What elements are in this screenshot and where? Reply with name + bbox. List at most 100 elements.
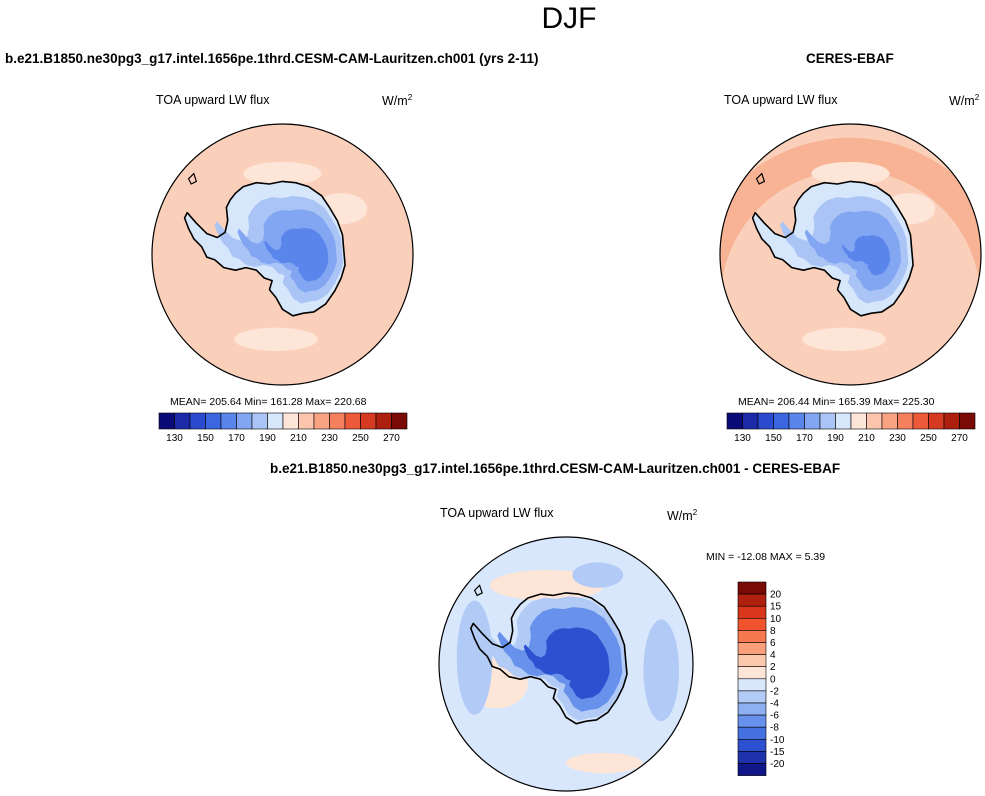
diff-colorbar-swatch	[737, 617, 767, 631]
model-colorbar-tick-label: 230	[321, 433, 338, 444]
diff-colorbar-tick-label: 10	[770, 614, 782, 625]
obs-colorbar-swatch	[897, 412, 914, 430]
model-ocean-band-north	[243, 161, 322, 186]
model-colorbar-swatch	[267, 412, 284, 430]
obs-colorbar-swatch	[742, 412, 759, 430]
diff-flux-level-3	[523, 627, 610, 700]
obs-colorbar-swatch	[912, 412, 929, 430]
model-colorbar-swatch	[329, 412, 346, 430]
diff-positive-south	[566, 752, 643, 774]
obs-stats: MEAN= 206.44 Min= 165.39 Max= 225.30	[738, 396, 935, 408]
diff-map-border	[438, 536, 694, 792]
model-antarctica-coastline	[183, 180, 346, 317]
diff-colorbar-swatch	[737, 581, 767, 595]
model-polar-map	[151, 123, 414, 386]
page-title: DJF	[541, 2, 597, 35]
model-colorbar-swatch	[298, 412, 315, 430]
diff-colorbar-tick-label: -8	[770, 723, 779, 734]
diff-colorbar-swatch	[737, 605, 767, 619]
diff-polar-map	[438, 536, 694, 792]
diff-negative-east	[643, 619, 680, 722]
obs-units: W/m2	[949, 93, 980, 109]
obs-ocean-band-south	[802, 327, 886, 352]
diff-map-fill	[439, 537, 693, 791]
model-colorbar-swatch	[174, 412, 191, 430]
diff-colorbar-swatch	[737, 702, 767, 716]
obs-case-title: CERES-EBAF	[806, 51, 894, 66]
obs-colorbar-tick-label: 190	[827, 433, 844, 444]
obs-colorbar-swatch	[788, 412, 805, 430]
obs-polar-map	[719, 123, 982, 386]
obs-antarctica-coastline	[751, 180, 914, 317]
obs-colorbar-swatch	[757, 412, 774, 430]
diff-colorbar-tick-label: -20	[770, 759, 785, 770]
obs-colorbar-tick-label: 250	[920, 433, 937, 444]
model-colorbar-swatch	[236, 412, 253, 430]
diff-colorbar-tick-label: 2	[770, 662, 776, 673]
model-colorbar-swatch	[360, 412, 377, 430]
diff-colorbar-tick-label: -4	[770, 699, 779, 710]
diff-colorbar-swatch	[737, 666, 767, 680]
diff-antarctica-coastline	[469, 592, 628, 725]
diff-colorbar-swatch	[737, 751, 767, 764]
model-case-title: b.e21.B1850.ne30pg3_g17.intel.1656pe.1th…	[5, 51, 539, 66]
obs-colorbar-swatch	[850, 412, 867, 430]
model-colorbar-tick-label: 190	[259, 433, 276, 444]
obs-colorbar-tick-label: 210	[858, 433, 875, 444]
obs-colorbar-swatch	[835, 412, 852, 430]
diff-colorbar-swatch	[737, 593, 767, 607]
model-colorbar-tick-label: 270	[383, 433, 400, 444]
diff-colorbar-swatch	[737, 678, 767, 692]
diff-colorbar-tick-label: 4	[770, 650, 776, 661]
diff-colorbar-tick-label: 15	[770, 602, 782, 613]
model-colorbar-swatch	[205, 412, 222, 430]
model-colorbar-swatch	[375, 412, 392, 430]
obs-colorbar-swatch	[881, 412, 898, 430]
model-colorbar-swatch	[313, 412, 330, 430]
model-colorbar-swatch	[282, 412, 299, 430]
model-colorbar-tick-label: 250	[352, 433, 369, 444]
model-colorbar-swatch	[189, 412, 206, 430]
model-map-fill	[152, 124, 413, 385]
diff-colorbar-tick-label: -6	[770, 711, 779, 722]
obs-colorbar-swatch	[866, 412, 883, 430]
obs-colorbar-tick-label: 270	[951, 433, 968, 444]
model-colorbar-tick-label: 210	[290, 433, 307, 444]
model-stats: MEAN= 205.64 Min= 161.28 Max= 220.68	[170, 396, 367, 408]
diff-colorbar-tick-label: -2	[770, 686, 779, 697]
diff-colorbar-tick-label: 8	[770, 626, 776, 637]
obs-colorbar-swatch	[959, 412, 976, 430]
diff-case-title: b.e21.B1850.ne30pg3_g17.intel.1656pe.1th…	[270, 461, 841, 476]
diff-colorbar-swatch	[737, 726, 767, 740]
diff-colorbar-swatch	[737, 714, 767, 728]
diff-colorbar-tick-label: 20	[770, 590, 782, 601]
diff-colorbar-tick-label: 0	[770, 674, 776, 685]
model-flux-level-4	[264, 227, 329, 282]
diff-negative-north	[572, 562, 624, 588]
diff-colorbar-swatch	[737, 690, 767, 704]
diff-colorbar-swatch	[737, 763, 767, 776]
model-map-border	[151, 123, 414, 386]
obs-colorbar-swatch	[928, 412, 945, 430]
obs-colorbar-swatch	[726, 412, 743, 430]
diff-colorbar-swatch	[737, 630, 767, 643]
model-variable-label: TOA upward LW flux	[156, 93, 270, 107]
obs-south-america-tip	[755, 172, 766, 185]
obs-colorbar-tick-label: 170	[796, 433, 813, 444]
diff-negative-west	[456, 600, 493, 715]
model-colorbar-swatch	[158, 412, 175, 430]
obs-colorbar-tick-label: 150	[765, 433, 782, 444]
model-colorbar-swatch	[391, 412, 408, 430]
obs-colorbar-swatch	[804, 412, 821, 430]
obs-colorbar-swatch	[773, 412, 790, 430]
obs-variable-label: TOA upward LW flux	[724, 93, 838, 107]
model-colorbar-tick-label: 170	[228, 433, 245, 444]
model-colorbar-swatch	[220, 412, 237, 430]
model-south-america-tip	[187, 172, 198, 185]
diff-variable-label: TOA upward LW flux	[440, 506, 554, 520]
diff-colorbar-swatch	[737, 642, 767, 655]
model-colorbar-tick-label: 130	[166, 433, 183, 444]
obs-colorbar-tick-label: 230	[889, 433, 906, 444]
model-colorbar: 130 150 170 190 210 230 250 270	[158, 412, 408, 444]
